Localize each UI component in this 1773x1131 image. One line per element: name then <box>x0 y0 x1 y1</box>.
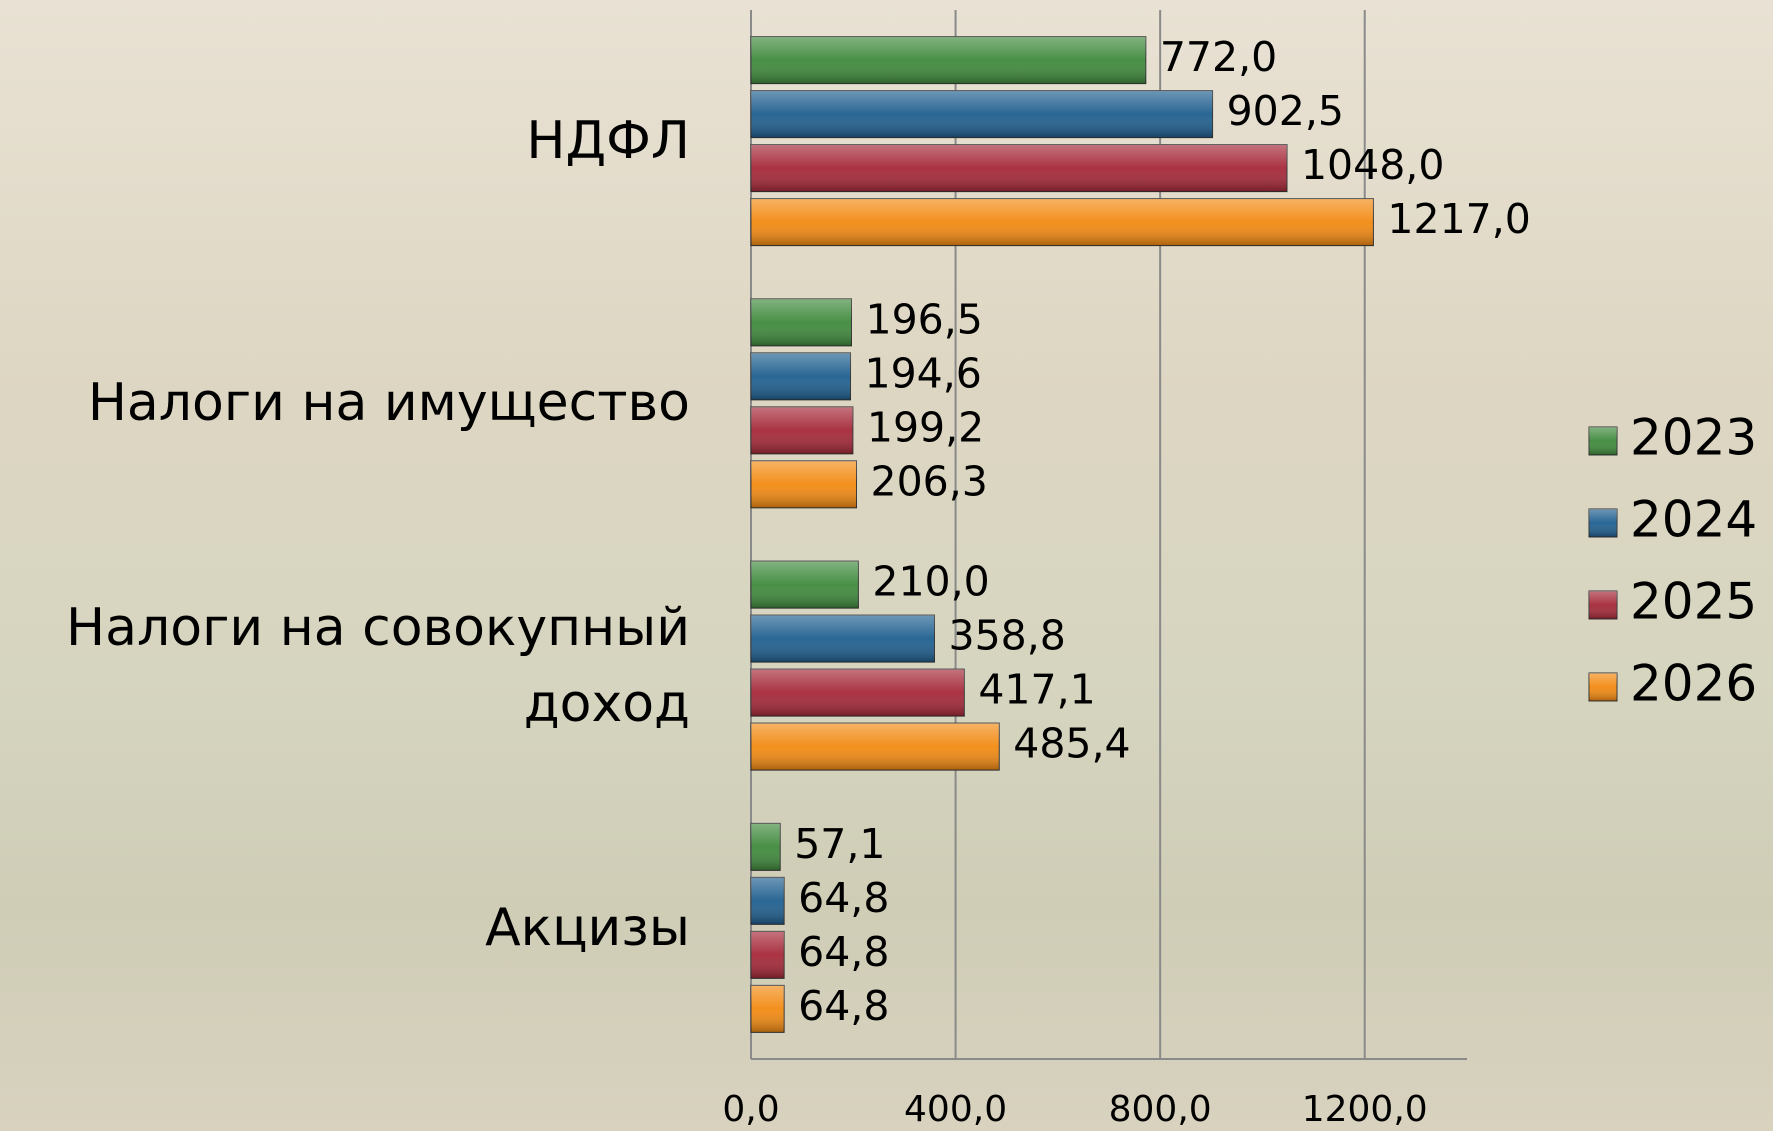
bar-shine <box>751 406 853 454</box>
value-label: 210,0 <box>872 558 989 606</box>
value-label: 196,5 <box>865 295 982 343</box>
bar-shine <box>751 198 1374 246</box>
legend-label: 2024 <box>1630 491 1757 549</box>
category-label: Налоги на имущество <box>87 373 690 434</box>
value-label: 57,1 <box>794 820 885 868</box>
category-label: Налоги на совокупный доход <box>66 597 690 734</box>
value-label: 199,2 <box>867 403 984 451</box>
x-tick-label: 800,0 <box>1109 1089 1212 1130</box>
category-label: НДФЛ <box>526 111 690 172</box>
bar-shine <box>751 877 785 925</box>
x-tick-label: 1200,0 <box>1302 1089 1428 1130</box>
bar-shine <box>751 669 965 717</box>
value-label: 902,5 <box>1227 87 1344 135</box>
value-label: 485,4 <box>1013 720 1130 768</box>
value-label: 194,6 <box>865 349 982 397</box>
bar-shine <box>751 144 1287 192</box>
bar-shine <box>751 352 851 400</box>
value-label: 1217,0 <box>1387 195 1530 243</box>
value-label: 64,8 <box>798 982 889 1030</box>
legend-shine <box>1589 427 1617 455</box>
bar-shine <box>751 561 859 609</box>
bar-shine <box>751 36 1146 84</box>
value-label: 358,8 <box>949 612 1066 660</box>
x-tick-label: 400,0 <box>904 1089 1007 1130</box>
value-label: 64,8 <box>798 928 889 976</box>
legend-label: 2023 <box>1630 409 1757 467</box>
value-label: 772,0 <box>1160 33 1277 81</box>
legend-shine <box>1589 509 1617 537</box>
bar-shine <box>751 298 852 346</box>
category-label: Акцизы <box>485 897 690 958</box>
legend-label: 2025 <box>1630 573 1757 631</box>
legend-shine <box>1589 673 1617 701</box>
value-label: 1048,0 <box>1301 141 1444 189</box>
x-tick-label: 0,0 <box>722 1089 779 1130</box>
bar-shine <box>751 460 857 508</box>
bar-shine <box>751 985 785 1033</box>
bar-shine <box>751 90 1213 138</box>
legend-shine <box>1589 591 1617 619</box>
legend-label: 2026 <box>1630 655 1757 713</box>
value-label: 64,8 <box>798 874 889 922</box>
value-label: 417,1 <box>978 666 1095 714</box>
bar-shine <box>751 723 1000 771</box>
value-label: 206,3 <box>871 457 988 505</box>
bar-shine <box>751 931 785 979</box>
bar-shine <box>751 823 781 871</box>
bar-shine <box>751 615 935 663</box>
